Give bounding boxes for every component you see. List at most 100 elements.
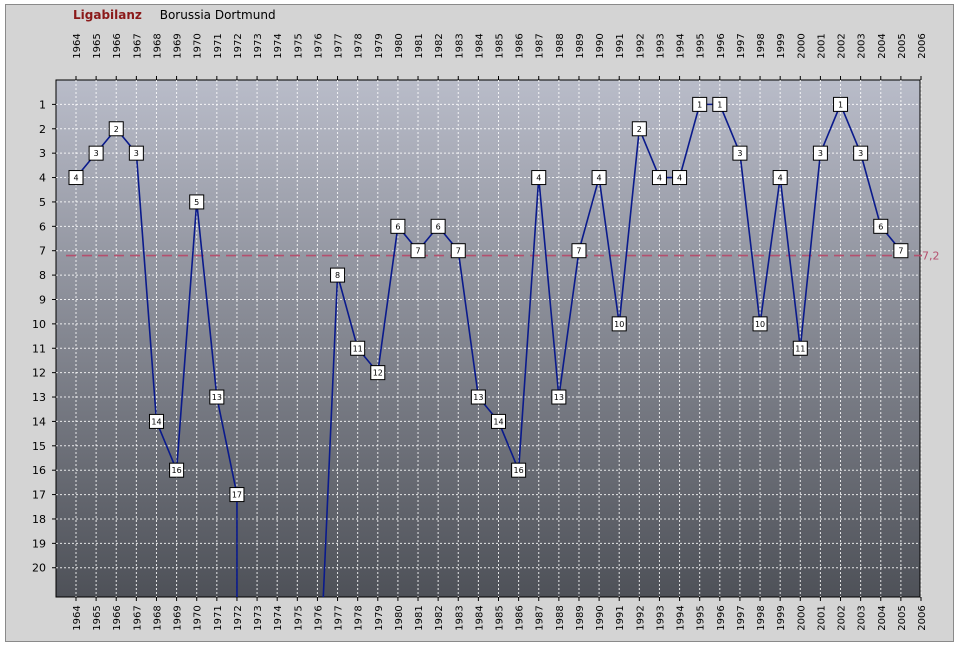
data-point-label: 10 [755, 320, 765, 329]
data-point-marker [390, 218, 406, 234]
data-point-marker [551, 389, 567, 405]
y-tick-label: 5 [39, 196, 46, 209]
x-tick-label-top: 1996 [716, 33, 727, 58]
data-point-label: 5 [194, 198, 199, 207]
app-title: Ligabilanz [73, 8, 142, 22]
data-point-label: 4 [597, 174, 602, 183]
data-point-marker [350, 340, 366, 356]
x-tick-label-bottom: 1977 [334, 605, 345, 630]
x-tick-label-top: 1976 [313, 33, 324, 58]
data-point-label: 8 [335, 271, 340, 280]
x-tick-label-bottom: 1965 [92, 605, 103, 630]
data-point-marker [531, 170, 547, 186]
data-point-marker [169, 462, 185, 478]
x-tick-label-bottom: 1987 [535, 605, 546, 630]
x-tick-label-top: 1973 [253, 33, 264, 58]
data-point-label: 13 [554, 393, 564, 402]
data-point-marker [511, 462, 527, 478]
x-tick-label-top: 1982 [434, 33, 445, 58]
x-tick-label-bottom: 2000 [796, 605, 807, 630]
data-point-label: 7 [576, 247, 581, 256]
data-point-marker [611, 316, 627, 332]
x-tick-label-bottom: 1990 [595, 605, 606, 630]
data-point-marker [853, 145, 869, 161]
y-tick-label: 8 [39, 269, 46, 282]
data-point-marker [430, 218, 446, 234]
x-tick-label-bottom: 1966 [112, 605, 123, 630]
x-tick-label-bottom: 1984 [474, 605, 485, 630]
data-point-label: 4 [677, 174, 682, 183]
x-tick-label-top: 1977 [334, 33, 345, 58]
x-tick-label-bottom: 1986 [515, 605, 526, 630]
data-point-marker [108, 121, 124, 137]
x-tick-label-top: 1984 [474, 33, 485, 58]
y-tick-label: 9 [39, 293, 46, 306]
x-tick-label-bottom: 1985 [495, 605, 506, 630]
data-point-marker [128, 145, 144, 161]
x-tick-label-bottom: 1978 [354, 605, 365, 630]
data-point-label: 3 [134, 149, 139, 158]
team-name: Borussia Dortmund [159, 8, 276, 22]
x-tick-label-top: 1974 [273, 33, 284, 58]
x-tick-label-bottom: 1991 [615, 605, 626, 630]
x-tick-label-bottom: 1989 [575, 605, 586, 630]
data-point-label: 10 [614, 320, 624, 329]
data-point-label: 7 [456, 247, 461, 256]
x-tick-label-top: 1999 [776, 33, 787, 58]
data-point-marker [672, 170, 688, 186]
data-point-marker [792, 340, 808, 356]
data-point-marker [571, 243, 587, 259]
x-tick-label-top: 1971 [213, 33, 224, 58]
grid-lines [56, 80, 922, 597]
data-point-marker [470, 389, 486, 405]
data-point-marker [732, 145, 748, 161]
x-tick-label-top: 1987 [535, 33, 546, 58]
y-tick-label: 3 [39, 147, 46, 160]
x-tick-label-top: 1988 [555, 33, 566, 58]
x-tick-label-top: 1997 [736, 33, 747, 58]
x-tick-label-top: 2001 [816, 33, 827, 58]
x-tick-label-top: 1998 [756, 33, 767, 58]
x-tick-label-top: 1990 [595, 33, 606, 58]
x-tick-label-top: 1992 [635, 33, 646, 58]
x-tick-label-top: 1983 [454, 33, 465, 58]
x-tick-label-bottom: 1982 [434, 605, 445, 630]
axes: 1964196419651965196619661967196719681968… [32, 33, 928, 630]
data-point-label: 4 [73, 174, 78, 183]
x-tick-label-bottom: 1988 [555, 605, 566, 630]
x-tick-label-bottom: 1995 [696, 605, 707, 630]
data-point-marker [812, 145, 828, 161]
data-point-label: 17 [232, 491, 242, 500]
data-point-marker [209, 389, 225, 405]
y-tick-label: 17 [32, 489, 46, 502]
x-tick-label-top: 1964 [72, 33, 83, 58]
data-point-marker [651, 170, 667, 186]
average-line: 7,2 [66, 250, 940, 263]
x-tick-label-top: 1968 [152, 33, 163, 58]
x-tick-label-top: 2004 [877, 33, 888, 58]
data-point-marker [68, 170, 84, 186]
average-label: 7,2 [922, 250, 940, 263]
x-tick-label-top: 1969 [173, 33, 184, 58]
data-point-label: 1 [697, 100, 702, 109]
x-tick-label-top: 1995 [696, 33, 707, 58]
x-tick-label-bottom: 2001 [816, 605, 827, 630]
x-tick-label-bottom: 1972 [233, 605, 244, 630]
y-tick-label: 7 [39, 245, 46, 258]
data-point-label: 16 [514, 466, 524, 475]
x-tick-label-top: 1994 [676, 33, 687, 58]
data-point-label: 16 [172, 466, 182, 475]
data-point-label: 1 [717, 100, 722, 109]
y-tick-label: 13 [32, 391, 46, 404]
data-point-marker [752, 316, 768, 332]
x-tick-label-bottom: 2006 [917, 605, 928, 630]
series-line-segment [75, 127, 238, 597]
data-point-marker [893, 243, 909, 259]
x-tick-label-top: 1967 [132, 33, 143, 58]
data-point-label: 3 [737, 149, 742, 158]
data-point-marker [833, 96, 849, 112]
x-tick-label-bottom: 2002 [837, 605, 848, 630]
data-point-label: 4 [778, 174, 783, 183]
x-tick-label-bottom: 1970 [193, 605, 204, 630]
